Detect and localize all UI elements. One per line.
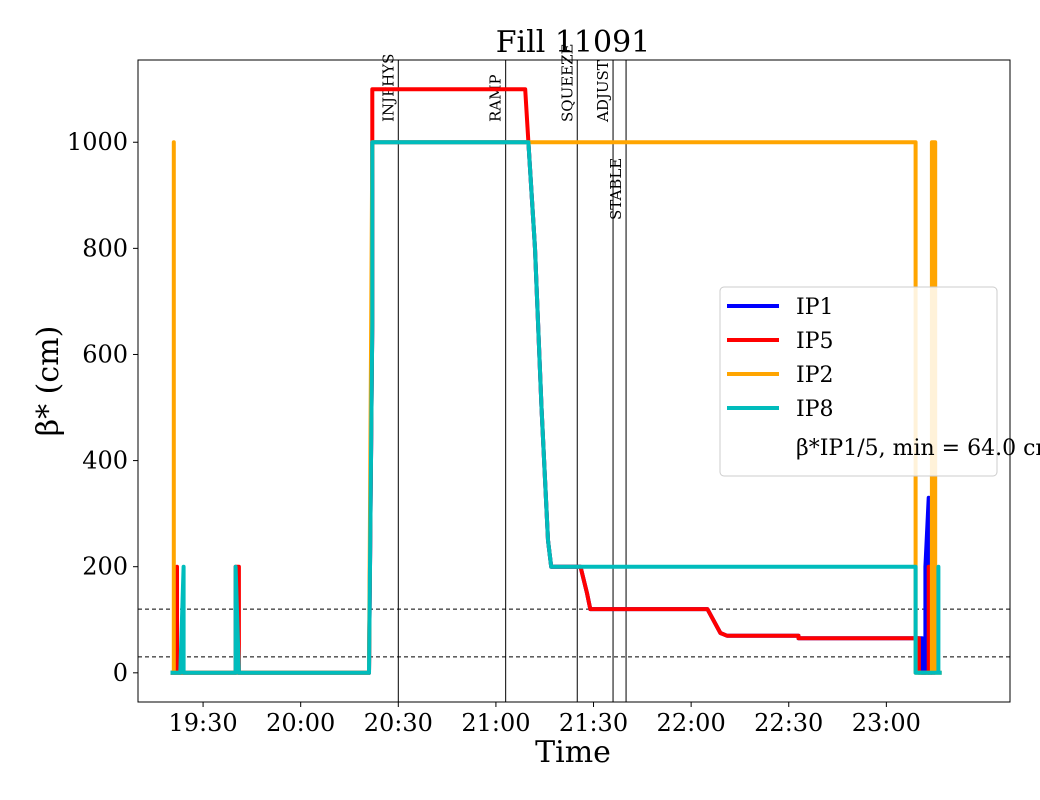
x-tick-label: 21:00: [461, 709, 530, 737]
legend-label-ip8: IP8: [796, 397, 834, 422]
y-tick-label: 800: [82, 234, 128, 262]
x-tick-label: 23:00: [852, 709, 921, 737]
legend: IP1 IP5 IP2 IP8 β*IP1/5, min = 64.0 cm: [719, 286, 1040, 477]
x-tick-label: 20:00: [266, 709, 335, 737]
legend-note: β*IP1/5, min = 64.0 cm: [796, 436, 1040, 461]
x-axis-label: Time: [535, 735, 611, 770]
y-tick-label: 200: [82, 553, 128, 581]
series-line-ip8: [170, 140, 942, 675]
axis-ticks: 19:30 20:00 20:30 21:00 21:30 22:00 22:30 23:00…: [67, 128, 921, 737]
mode-label-ramp: RAMP: [487, 74, 505, 122]
series-line-ip2: [170, 140, 942, 675]
axes-frame: [137, 59, 1011, 703]
x-tick-label: 19:30: [168, 709, 237, 737]
y-tick-label: 600: [82, 340, 128, 368]
legend-box: [719, 286, 998, 477]
x-tick-label: 21:30: [559, 709, 628, 737]
y-tick-label: 1000: [67, 128, 128, 156]
x-tick-label: 22:30: [754, 709, 823, 737]
legend-label-ip5: IP5: [796, 329, 834, 354]
mode-label-stable: STABLE: [607, 158, 625, 220]
legend-label-ip1: IP1: [796, 295, 834, 320]
x-tick-label: 22:00: [657, 709, 726, 737]
y-tick-label: 400: [82, 447, 128, 475]
y-axis-label: β* (cm): [31, 326, 66, 437]
y-tick-label: 0: [113, 659, 128, 687]
chart-title: Fill 11091: [496, 25, 651, 60]
mode-label-adjust: ADJUST: [594, 60, 612, 123]
mode-label-squeeze: SQUEEZE: [558, 44, 576, 123]
x-tick-label: 20:30: [364, 709, 433, 737]
legend-label-ip2: IP2: [796, 363, 834, 388]
